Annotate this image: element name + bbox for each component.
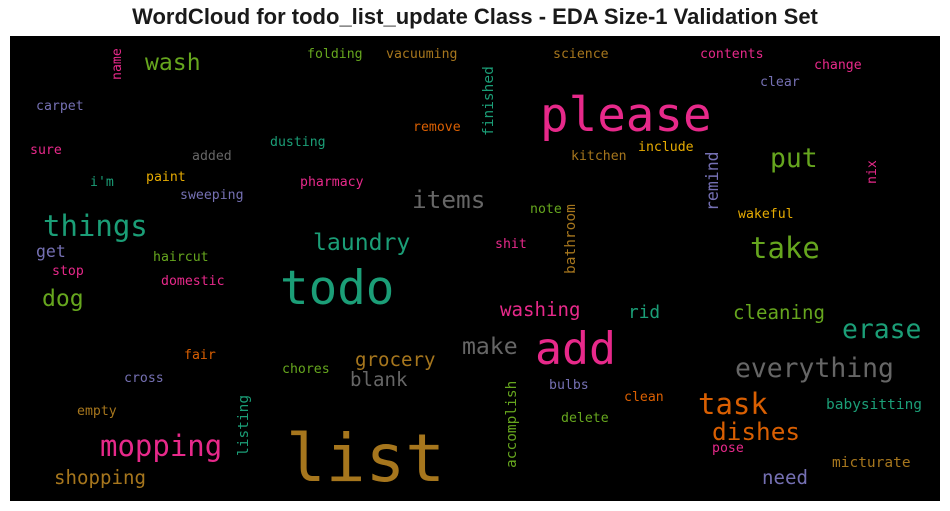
word-put: put [770, 143, 818, 174]
word-task: task [698, 387, 768, 421]
word-dusting: dusting [270, 135, 326, 150]
wordcloud-canvas: list todo please add things take mopping task er… [10, 36, 940, 501]
words-layer: list todo please add things take mopping task er… [30, 47, 922, 497]
word-cross: cross [124, 371, 164, 386]
word-pharmacy: pharmacy [300, 175, 364, 190]
word-remind: remind [703, 151, 722, 211]
word-finished: finished [481, 66, 497, 136]
word-washing: washing [500, 298, 580, 321]
word-sweeping: sweeping [180, 188, 244, 203]
word-wash: wash [145, 50, 201, 76]
word-stop: stop [52, 264, 84, 279]
word-vacuuming: vacuuming [386, 47, 457, 62]
word-chores: chores [282, 362, 330, 377]
word-pose: pose [712, 441, 744, 456]
word-remove: remove [413, 120, 461, 135]
word-bathroom: bathroom [563, 204, 579, 274]
word-empty: empty [77, 404, 117, 419]
word-carpet: carpet [36, 99, 84, 114]
word-science: science [553, 47, 609, 62]
word-nix: nix [865, 160, 880, 184]
word-added: added [192, 149, 232, 164]
word-contents: contents [700, 47, 764, 62]
word-babysitting: babysitting [826, 397, 922, 413]
word-items: items [412, 185, 485, 214]
word-accomplish: accomplish [504, 381, 520, 468]
word-folding: folding [307, 47, 363, 62]
word-rid: rid [628, 302, 660, 323]
word-name: name [110, 48, 125, 80]
word-cleaning: cleaning [733, 301, 825, 324]
word-list: list [286, 420, 445, 497]
word-haircut: haircut [153, 250, 209, 265]
wordcloud-background [10, 36, 940, 501]
word-kitchen: kitchen [571, 149, 627, 164]
word-clear: clear [760, 75, 800, 90]
word-wakeful: wakeful [738, 207, 794, 222]
word-micturate: micturate [832, 455, 911, 471]
word-everything: everything [735, 353, 894, 384]
word-note: note [530, 202, 562, 217]
word-im: i'm [90, 175, 114, 190]
word-add: add [535, 322, 616, 375]
word-listing: listing [236, 395, 252, 456]
chart-title: WordCloud for todo_list_update Class - E… [132, 4, 818, 29]
word-blank: blank [350, 368, 408, 391]
word-shopping: shopping [54, 466, 146, 489]
word-dog: dog [42, 286, 84, 312]
word-grocery: grocery [355, 348, 435, 371]
word-clean: clean [624, 390, 664, 405]
word-make: make [462, 334, 518, 360]
word-paint: paint [146, 170, 186, 185]
word-erase: erase [842, 314, 921, 345]
word-change: change [814, 58, 862, 73]
word-get: get [36, 242, 66, 261]
word-please: please [540, 88, 712, 143]
word-sure: sure [30, 143, 62, 158]
word-fair: fair [184, 348, 216, 363]
word-mopping: mopping [100, 429, 222, 463]
word-need: need [762, 466, 808, 489]
word-laundry: laundry [313, 230, 410, 256]
word-include: include [638, 140, 694, 155]
word-bulbs: bulbs [549, 378, 589, 393]
word-domestic: domestic [161, 274, 225, 289]
word-delete: delete [561, 411, 609, 426]
word-things: things [43, 209, 148, 243]
word-dishes: dishes [712, 417, 800, 446]
word-take: take [750, 231, 820, 265]
word-todo: todo [280, 261, 394, 316]
word-shit: shit [495, 237, 527, 252]
